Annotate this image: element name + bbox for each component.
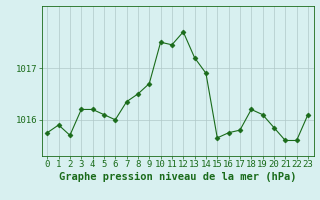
X-axis label: Graphe pression niveau de la mer (hPa): Graphe pression niveau de la mer (hPa) bbox=[59, 172, 296, 182]
